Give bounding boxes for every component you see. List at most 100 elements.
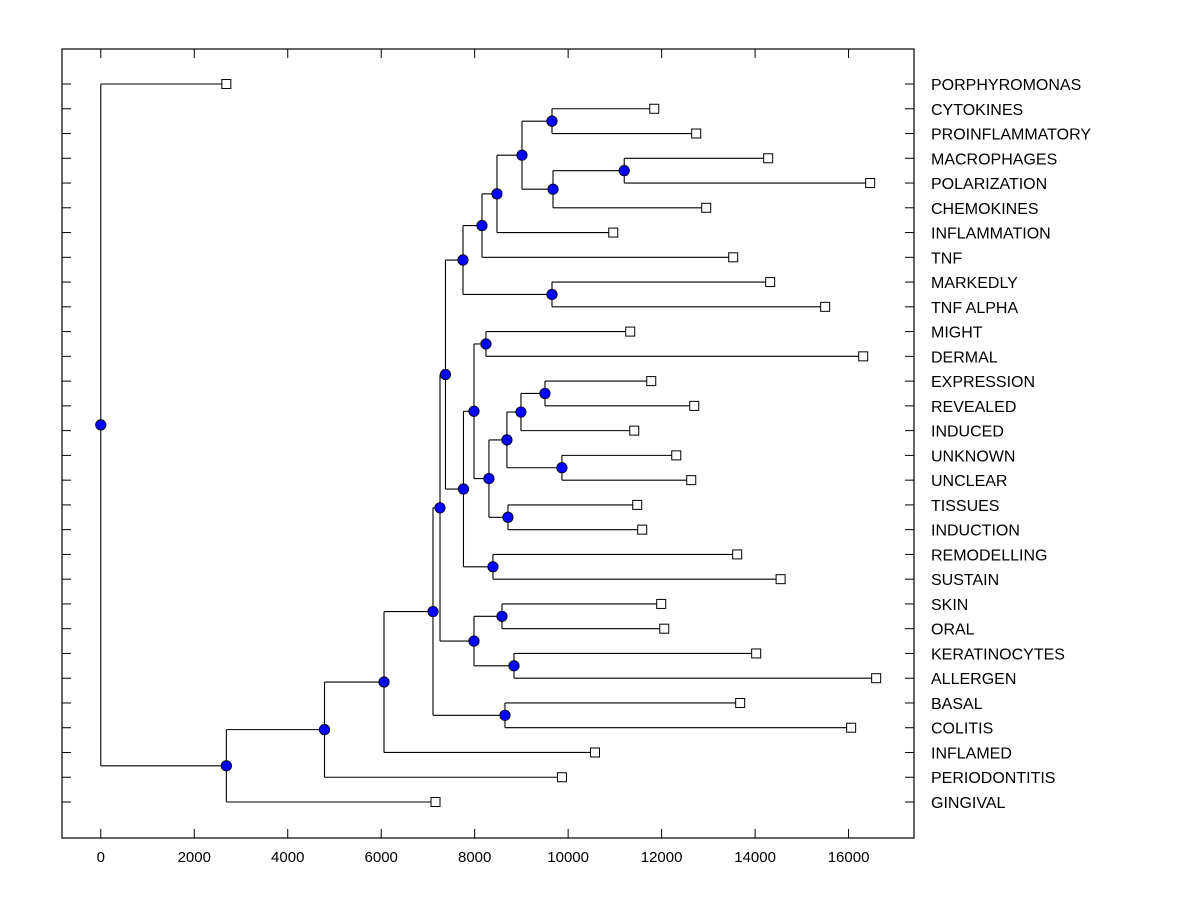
internal-node bbox=[487, 561, 499, 573]
branches bbox=[100, 83, 877, 803]
x-tick-label: 12000 bbox=[641, 849, 683, 866]
internal-node bbox=[476, 219, 488, 232]
leaf-marker bbox=[221, 79, 232, 89]
leaf-marker bbox=[691, 128, 702, 139]
leaf-marker bbox=[728, 252, 739, 263]
internal-node bbox=[515, 406, 527, 418]
leaf-marker bbox=[820, 301, 831, 312]
internal-node bbox=[516, 149, 528, 161]
internal-node bbox=[457, 254, 469, 266]
leaf-label: EXPRESSION bbox=[931, 374, 1035, 391]
internal-node bbox=[468, 405, 480, 417]
x-tick-label: 2000 bbox=[178, 849, 211, 866]
x-tick-label: 0 bbox=[97, 849, 105, 866]
internal-node bbox=[220, 760, 232, 772]
internal-node bbox=[546, 288, 558, 301]
leaf-marker bbox=[865, 178, 876, 189]
internal-node bbox=[502, 511, 514, 523]
x-tick-label: 8000 bbox=[458, 849, 491, 866]
internal-node bbox=[546, 115, 558, 127]
leaf-marker bbox=[625, 326, 636, 337]
x-tick-label: 6000 bbox=[365, 849, 398, 866]
leaf-label: TNF ALPHA bbox=[931, 300, 1018, 317]
leaf-marker bbox=[871, 673, 882, 684]
internal-node bbox=[501, 434, 513, 446]
leaf-label: TNF bbox=[931, 250, 962, 267]
leaf-marker bbox=[858, 351, 869, 362]
leaf-label: INDUCTION bbox=[931, 523, 1020, 540]
leaf-marker bbox=[608, 227, 619, 238]
leaf-marker bbox=[637, 524, 648, 535]
leaf-label: TISSUES bbox=[931, 498, 999, 515]
leaf-marker bbox=[656, 598, 667, 609]
internal-node bbox=[618, 165, 630, 177]
leaf-label: PORPHYROMONAS bbox=[931, 77, 1081, 94]
leaf-marker bbox=[629, 425, 640, 436]
internal-nodes bbox=[95, 115, 630, 772]
leaf-label: ORAL bbox=[931, 622, 975, 639]
leaf-label: ALLERGEN bbox=[931, 671, 1016, 688]
x-tick-label: 14000 bbox=[734, 849, 776, 866]
plot-frame bbox=[61, 48, 915, 839]
leaf-marker bbox=[649, 103, 660, 114]
leaf-label: KERATINOCYTES bbox=[931, 646, 1065, 663]
x-tick-label: 10000 bbox=[547, 849, 589, 866]
internal-node bbox=[547, 183, 559, 195]
leaf-label: GINGIVAL bbox=[931, 795, 1005, 812]
leaf-marker bbox=[671, 450, 682, 461]
row-ticks bbox=[62, 83, 914, 803]
leaf-label: DERMAL bbox=[931, 349, 998, 366]
leaf-marker bbox=[732, 549, 743, 560]
leaf-marker bbox=[775, 574, 786, 585]
x-axis: 0 2000 4000 6000 8000 10000 12000 14000 16000 bbox=[97, 49, 870, 866]
internal-node bbox=[491, 188, 503, 200]
internal-node bbox=[427, 605, 439, 618]
x-tick-label: 16000 bbox=[828, 849, 870, 866]
leaf-label: SUSTAIN bbox=[931, 572, 999, 589]
leaf-marker bbox=[846, 722, 857, 733]
leaf-markers bbox=[221, 79, 882, 807]
leaf-label: SKIN bbox=[931, 597, 968, 614]
leaf-label: INFLAMED bbox=[931, 745, 1012, 762]
internal-node bbox=[378, 676, 390, 688]
internal-node bbox=[480, 338, 492, 350]
leaf-marker bbox=[589, 747, 600, 758]
leaf-marker bbox=[430, 797, 441, 807]
leaf-label: REVEALED bbox=[931, 399, 1016, 416]
leaf-label: UNKNOWN bbox=[931, 448, 1015, 465]
leaf-label: PERIODONTITIS bbox=[931, 770, 1055, 787]
leaf-label: CHEMOKINES bbox=[931, 201, 1039, 218]
leaf-label: MARKEDLY bbox=[931, 275, 1018, 292]
leaf-label: PROINFLAMMATORY bbox=[931, 127, 1091, 144]
internal-node bbox=[556, 462, 568, 474]
internal-node bbox=[468, 635, 480, 647]
internal-node bbox=[483, 472, 495, 485]
leaf-label: MIGHT bbox=[931, 325, 983, 342]
internal-node bbox=[95, 419, 107, 431]
leaf-label: POLARIZATION bbox=[931, 176, 1047, 193]
leaf-marker bbox=[686, 475, 697, 486]
x-tick-label: 4000 bbox=[271, 849, 304, 866]
internal-node bbox=[499, 709, 511, 721]
leaf-label: UNCLEAR bbox=[931, 473, 1007, 490]
leaf-marker bbox=[689, 400, 700, 411]
leaf-marker bbox=[632, 499, 643, 510]
leaf-label: MACROPHAGES bbox=[931, 151, 1057, 168]
leaf-label: INFLAMMATION bbox=[931, 226, 1051, 243]
leaf-label: INDUCED bbox=[931, 424, 1004, 441]
leaf-label: COLITIS bbox=[931, 721, 993, 738]
internal-node bbox=[539, 387, 551, 400]
leaf-marker bbox=[659, 623, 670, 634]
leaf-marker bbox=[751, 648, 762, 659]
internal-node bbox=[434, 502, 446, 514]
internal-node bbox=[318, 724, 331, 736]
leaf-marker bbox=[701, 202, 712, 213]
leaf-labels: PORPHYROMONAS CYTOKINES PROINFLAMMATORY MAC… bbox=[931, 77, 1091, 812]
leaf-marker bbox=[763, 153, 774, 164]
leaf-label: CYTOKINES bbox=[931, 102, 1023, 119]
internal-node bbox=[508, 660, 520, 672]
leaf-marker bbox=[735, 697, 746, 708]
internal-node bbox=[439, 368, 452, 381]
leaf-label: REMODELLING bbox=[931, 547, 1047, 564]
